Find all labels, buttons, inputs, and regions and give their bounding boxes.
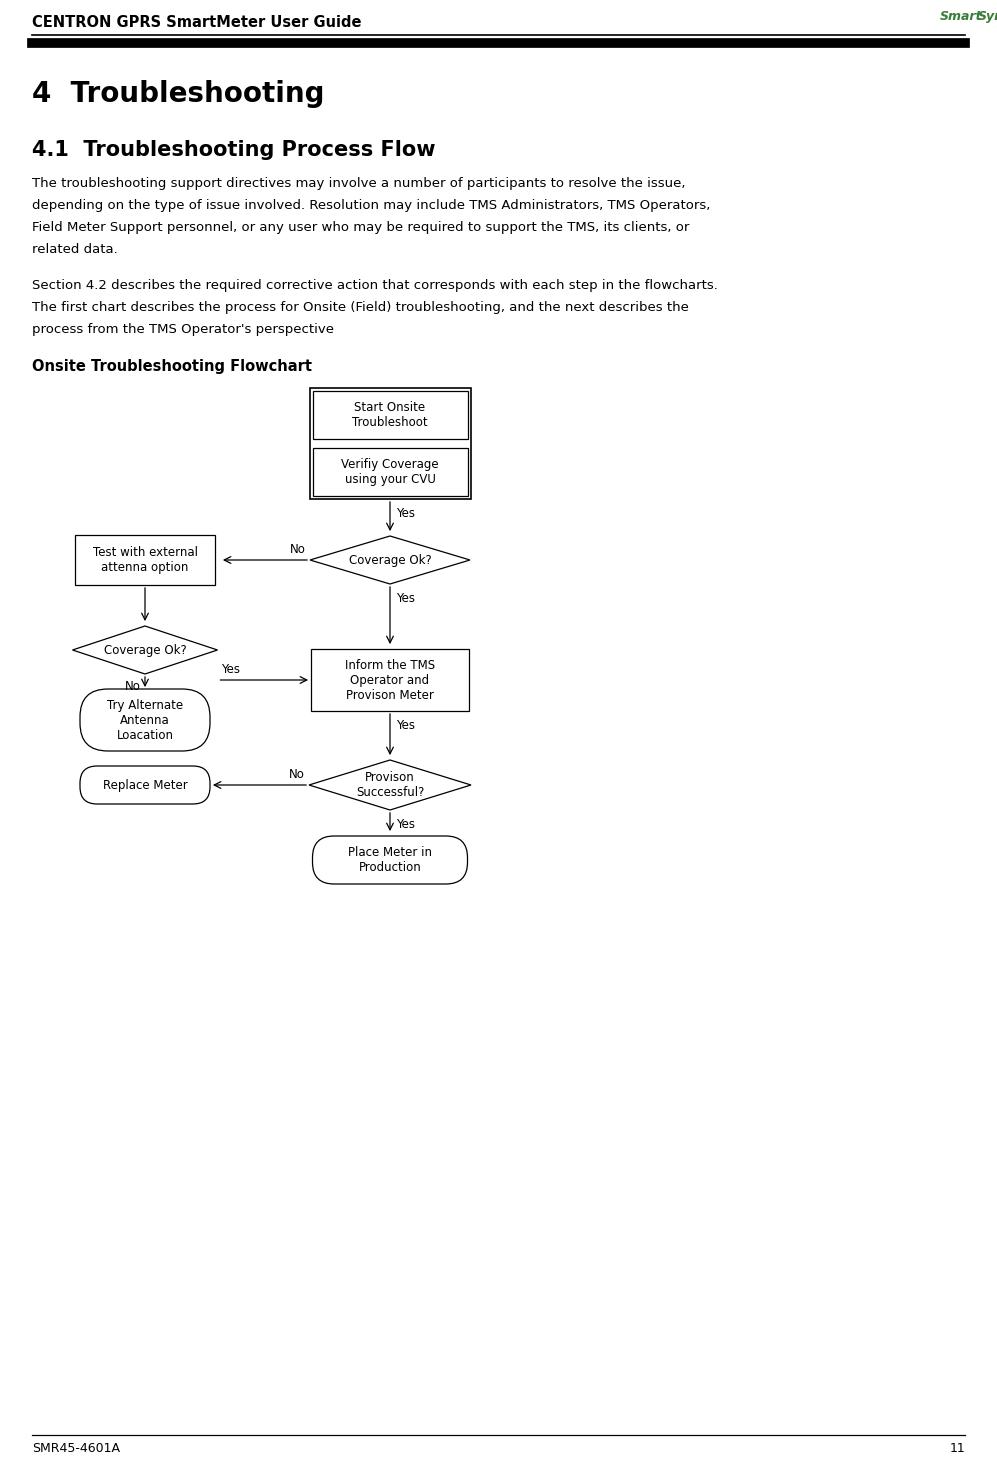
- Text: Place Meter in
Production: Place Meter in Production: [348, 847, 432, 875]
- Text: process from the TMS Operator's perspective: process from the TMS Operator's perspect…: [32, 323, 334, 337]
- Text: Yes: Yes: [396, 507, 415, 520]
- FancyBboxPatch shape: [80, 766, 210, 804]
- Text: depending on the type of issue involved. Resolution may include TMS Administrato: depending on the type of issue involved.…: [32, 198, 711, 212]
- Text: CENTRON GPRS SmartMeter User Guide: CENTRON GPRS SmartMeter User Guide: [32, 15, 362, 29]
- Text: The first chart describes the process for Onsite (Field) troubleshooting, and th: The first chart describes the process fo…: [32, 301, 689, 315]
- Text: 4.1  Troubleshooting Process Flow: 4.1 Troubleshooting Process Flow: [32, 140, 436, 160]
- FancyBboxPatch shape: [80, 689, 210, 751]
- Text: The troubleshooting support directives may involve a number of participants to r: The troubleshooting support directives m…: [32, 176, 686, 190]
- Text: No: No: [126, 681, 141, 692]
- Text: Yes: Yes: [396, 719, 415, 732]
- Polygon shape: [309, 760, 471, 810]
- Polygon shape: [73, 626, 217, 675]
- Text: No: No: [289, 767, 305, 781]
- Text: Coverage Ok?: Coverage Ok?: [104, 644, 186, 657]
- Text: SMR45-4601A: SMR45-4601A: [32, 1442, 120, 1455]
- Text: Section 4.2 describes the required corrective action that corresponds with each : Section 4.2 describes the required corre…: [32, 279, 718, 293]
- Text: Synch: Synch: [978, 10, 997, 24]
- FancyBboxPatch shape: [312, 448, 468, 495]
- FancyBboxPatch shape: [75, 535, 215, 585]
- FancyBboxPatch shape: [311, 648, 469, 711]
- Text: 11: 11: [949, 1442, 965, 1455]
- Text: Yes: Yes: [396, 592, 415, 606]
- Text: Inform the TMS
Operator and
Provison Meter: Inform the TMS Operator and Provison Met…: [345, 659, 435, 701]
- Text: related data.: related data.: [32, 243, 118, 256]
- Text: Onsite Troubleshooting Flowchart: Onsite Troubleshooting Flowchart: [32, 359, 312, 373]
- Text: 4  Troubleshooting: 4 Troubleshooting: [32, 79, 324, 107]
- FancyBboxPatch shape: [312, 836, 468, 883]
- Text: Verifiy Coverage
using your CVU: Verifiy Coverage using your CVU: [341, 459, 439, 487]
- Text: No: No: [290, 542, 306, 556]
- Text: Coverage Ok?: Coverage Ok?: [349, 554, 432, 566]
- Text: Start Onsite
Troubleshoot: Start Onsite Troubleshoot: [352, 401, 428, 429]
- Text: Yes: Yes: [221, 663, 240, 676]
- Text: Provison
Successful?: Provison Successful?: [356, 770, 424, 800]
- Text: Try Alternate
Antenna
Loacation: Try Alternate Antenna Loacation: [107, 698, 183, 741]
- Polygon shape: [310, 537, 470, 584]
- Text: Test with external
attenna option: Test with external attenna option: [93, 545, 197, 573]
- Text: Yes: Yes: [396, 817, 415, 831]
- Text: Smart: Smart: [940, 10, 982, 24]
- FancyBboxPatch shape: [312, 391, 468, 440]
- Text: Field Meter Support personnel, or any user who may be required to support the TM: Field Meter Support personnel, or any us…: [32, 220, 689, 234]
- Text: Replace Meter: Replace Meter: [103, 779, 187, 791]
